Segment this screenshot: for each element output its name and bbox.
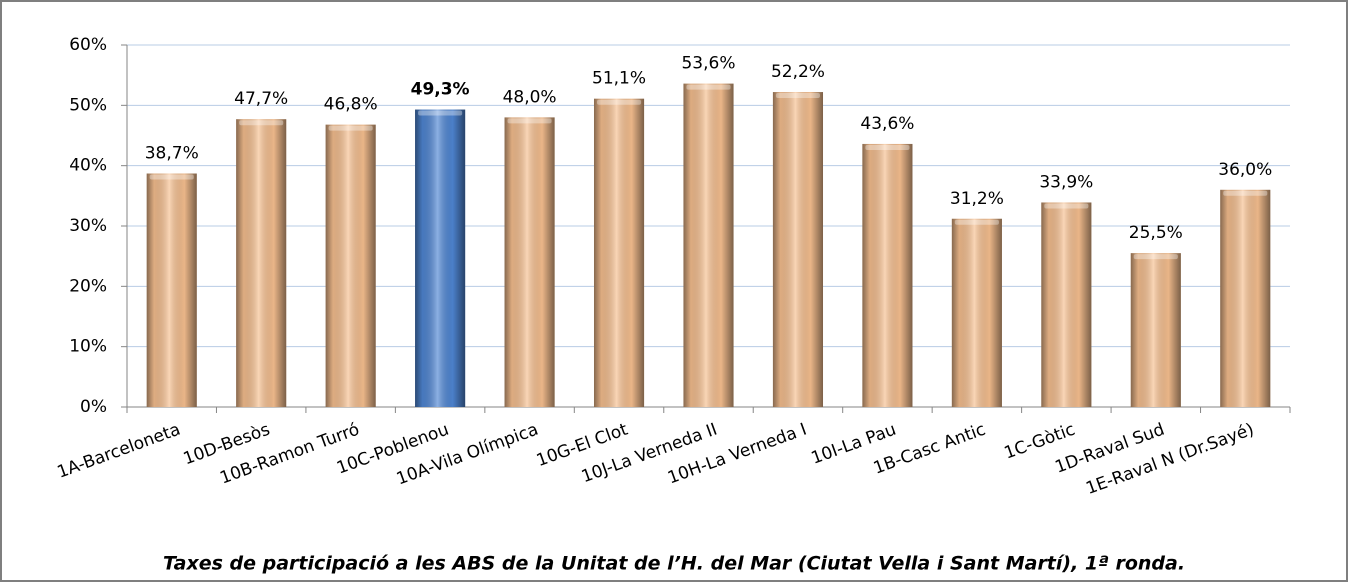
- value-label: 46,8%: [324, 95, 378, 115]
- bar-cap: [507, 118, 552, 124]
- value-label: 25,5%: [1129, 223, 1183, 243]
- bar-cap: [1223, 190, 1268, 196]
- bar-cap: [418, 110, 463, 116]
- bar-cap: [865, 144, 910, 150]
- value-label: 43,6%: [860, 114, 914, 134]
- bar-shade: [236, 119, 287, 408]
- y-tick-label: 40%: [69, 156, 107, 176]
- bar-shade: [146, 173, 197, 407]
- value-label: 36,0%: [1218, 160, 1272, 180]
- value-label: 53,6%: [681, 54, 735, 74]
- bar-cap: [1044, 203, 1089, 209]
- y-tick-label: 10%: [69, 337, 107, 357]
- value-label: 31,2%: [950, 189, 1004, 209]
- bar-shade: [415, 109, 466, 407]
- bar-shade: [1041, 202, 1092, 407]
- value-label: 49,3%: [411, 80, 470, 100]
- bar-cap: [596, 99, 642, 105]
- y-tick-label: 0%: [80, 397, 107, 417]
- chart-title: Taxes de participació a les ABS de la Un…: [163, 553, 1185, 575]
- bar-cap: [1133, 254, 1178, 260]
- y-tick-label: 30%: [69, 216, 107, 236]
- bar-shade: [504, 117, 555, 408]
- bar-cap: [775, 93, 821, 99]
- y-tick-label: 50%: [69, 95, 107, 115]
- y-tick-label: 60%: [69, 35, 107, 55]
- bar-shade: [1130, 253, 1181, 407]
- bar-shade: [325, 124, 376, 407]
- bar-shade: [1220, 189, 1271, 407]
- value-label: 38,7%: [145, 144, 199, 164]
- bar-shade: [862, 143, 913, 408]
- y-tick-label: 20%: [69, 276, 107, 296]
- value-label: 52,2%: [771, 62, 825, 82]
- bar-cap: [328, 125, 373, 131]
- bar-shade: [951, 218, 1002, 407]
- value-label: 48,0%: [503, 87, 557, 107]
- value-label: 47,7%: [234, 89, 288, 109]
- bar-cap: [149, 174, 194, 180]
- bar-shade: [772, 92, 824, 407]
- bar-cap: [239, 120, 284, 126]
- value-label: 33,9%: [1039, 172, 1093, 192]
- bar-cap: [954, 219, 999, 225]
- bar-shade: [683, 83, 734, 407]
- bar-cap: [686, 84, 731, 90]
- value-label: 51,1%: [592, 69, 646, 89]
- bar-shade: [593, 98, 645, 408]
